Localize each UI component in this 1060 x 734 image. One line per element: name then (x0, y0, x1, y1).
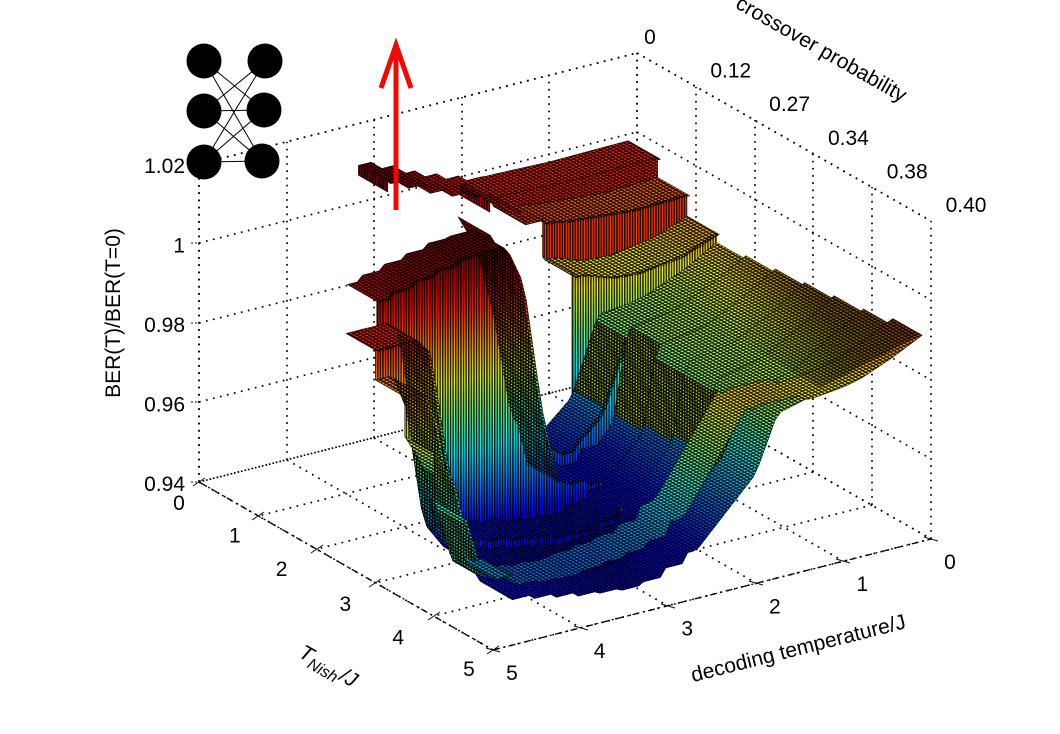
svg-text:1: 1 (173, 235, 185, 258)
svg-text:0.38: 0.38 (887, 160, 928, 183)
svg-text:5: 5 (463, 658, 475, 681)
svg-text:0.96: 0.96 (144, 394, 185, 417)
svg-text:4: 4 (392, 626, 404, 649)
svg-text:0.94: 0.94 (144, 473, 185, 496)
svg-text:BER(T)/BER(T=0): BER(T)/BER(T=0) (102, 228, 125, 398)
svg-text:0.98: 0.98 (144, 314, 185, 337)
svg-text:0: 0 (173, 492, 185, 515)
svg-text:3: 3 (340, 593, 352, 616)
svg-text:5: 5 (506, 662, 518, 685)
svg-text:1.02: 1.02 (144, 155, 185, 178)
svg-text:0: 0 (944, 551, 956, 574)
svg-text:0.40: 0.40 (946, 194, 987, 217)
svg-text:2: 2 (769, 595, 781, 618)
svg-text:1: 1 (857, 573, 869, 596)
svg-text:4: 4 (594, 640, 606, 663)
svg-text:2: 2 (276, 558, 288, 581)
svg-text:0.34: 0.34 (828, 127, 869, 150)
svg-text:0.27: 0.27 (769, 93, 810, 116)
svg-text:3: 3 (681, 618, 693, 641)
svg-text:0.12: 0.12 (710, 60, 751, 83)
svg-text:1: 1 (229, 525, 241, 548)
svg-text:0: 0 (644, 26, 656, 49)
